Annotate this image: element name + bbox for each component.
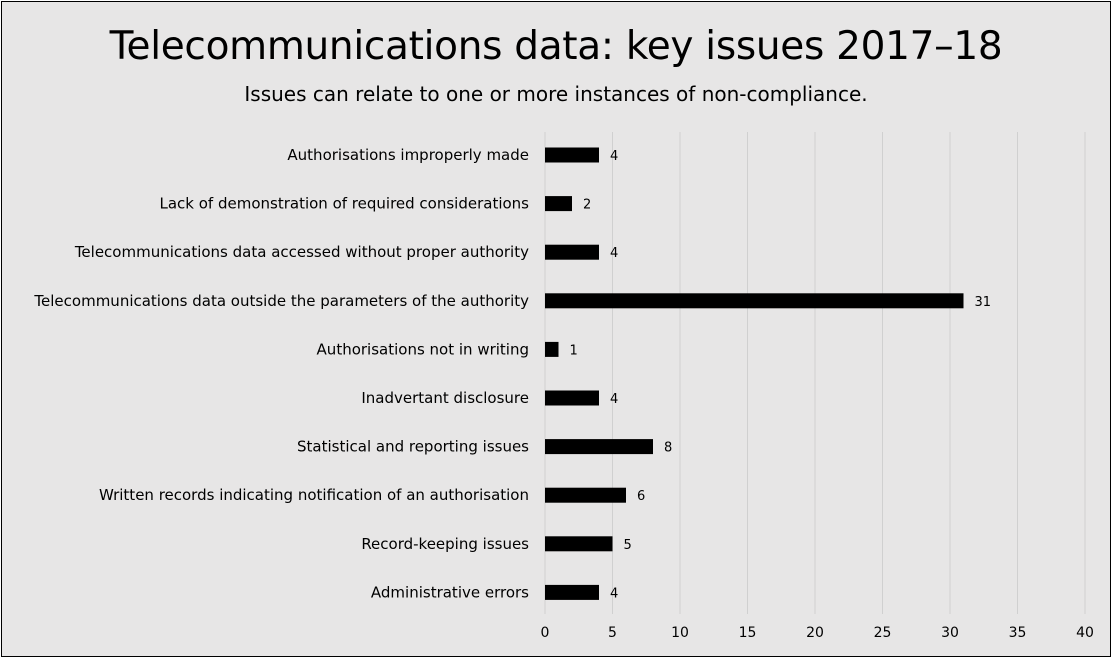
bar — [545, 439, 653, 455]
category-label: Written records indicating notification … — [99, 486, 529, 504]
category-label: Inadvertant disclosure — [361, 389, 529, 407]
bar — [545, 196, 572, 212]
category-label: Telecommunications data outside the para… — [33, 292, 529, 310]
data-label: 2 — [583, 198, 591, 213]
data-label: 5 — [624, 538, 632, 553]
x-tick-label: 10 — [671, 625, 689, 641]
bar — [545, 390, 599, 406]
x-tick-label: 5 — [608, 625, 617, 641]
data-label: 31 — [975, 295, 992, 310]
category-label: Lack of demonstration of required consid… — [160, 195, 530, 213]
category-label: Administrative errors — [371, 583, 529, 601]
category-label: Statistical and reporting issues — [297, 438, 529, 456]
bar — [545, 487, 626, 503]
category-label: Authorisations not in writing — [317, 340, 529, 358]
data-label: 8 — [664, 441, 672, 456]
x-tick-label: 25 — [874, 625, 892, 641]
x-tick-label: 20 — [806, 625, 824, 641]
data-label: 4 — [610, 586, 618, 601]
chart-title: Telecommunications data: key issues 2017… — [109, 24, 1003, 69]
data-label: 4 — [610, 246, 618, 261]
data-label: 1 — [570, 343, 578, 358]
bar — [545, 341, 559, 357]
category-label: Authorisations improperly made — [287, 146, 529, 164]
x-tick-label: 35 — [1009, 625, 1027, 641]
bar — [545, 536, 613, 552]
bar — [545, 147, 599, 163]
x-tick-label: 30 — [941, 625, 959, 641]
bar — [545, 293, 964, 309]
x-tick-label: 15 — [739, 625, 757, 641]
x-tick-label: 40 — [1076, 625, 1094, 641]
data-label: 6 — [637, 489, 645, 504]
data-label: 4 — [610, 149, 618, 164]
bar — [545, 584, 599, 600]
bar — [545, 244, 599, 260]
x-tick-label: 0 — [541, 625, 550, 641]
category-label: Telecommunications data accessed without… — [74, 243, 529, 261]
category-label: Record-keeping issues — [361, 535, 529, 553]
data-label: 4 — [610, 392, 618, 407]
chart-subtitle: Issues can relate to one or more instanc… — [244, 82, 868, 106]
